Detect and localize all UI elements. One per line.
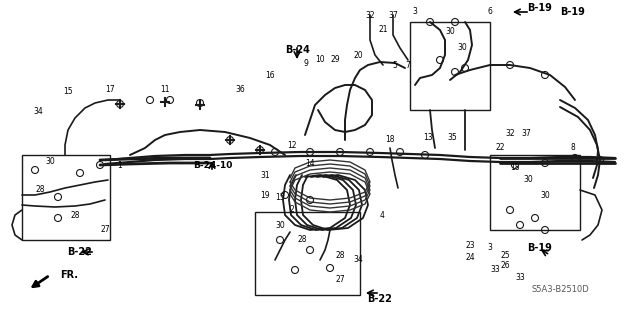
Text: 25: 25 (500, 250, 510, 259)
Text: 16: 16 (265, 70, 275, 79)
Text: 37: 37 (388, 11, 398, 19)
Bar (22, 155, 110, 240)
Text: 33: 33 (490, 265, 500, 275)
Text: B-22: B-22 (68, 247, 92, 257)
Text: 8: 8 (571, 144, 575, 152)
Text: 15: 15 (63, 87, 73, 97)
Text: 33: 33 (515, 273, 525, 283)
Text: 30: 30 (457, 43, 467, 53)
Text: B-19: B-19 (527, 3, 552, 13)
Text: 30: 30 (45, 158, 55, 167)
Text: 28: 28 (70, 211, 80, 219)
Text: 30: 30 (445, 27, 455, 36)
Text: 28: 28 (35, 186, 45, 195)
Text: 28: 28 (297, 235, 307, 244)
Text: 5: 5 (392, 61, 397, 70)
Text: 23: 23 (465, 241, 475, 249)
Bar (255, 212, 360, 295)
Text: 30: 30 (523, 175, 533, 184)
Text: 27: 27 (335, 276, 345, 285)
Text: B-19: B-19 (527, 243, 552, 253)
Text: B-19: B-19 (560, 7, 585, 17)
Text: 3: 3 (413, 8, 417, 17)
Text: 13: 13 (423, 133, 433, 143)
Text: 26: 26 (500, 261, 510, 270)
Text: 30: 30 (540, 190, 550, 199)
Text: 3: 3 (488, 243, 492, 253)
Text: 30: 30 (275, 220, 285, 229)
Text: 12: 12 (287, 140, 297, 150)
Bar (410, 22, 490, 110)
Bar (490, 155, 580, 230)
Text: 17: 17 (105, 85, 115, 94)
Text: 31: 31 (260, 170, 270, 180)
Text: S5A3-B2510D: S5A3-B2510D (531, 286, 589, 294)
Text: 11: 11 (160, 85, 170, 94)
Text: 9: 9 (303, 58, 308, 68)
Text: B-24: B-24 (285, 45, 310, 55)
Text: 1: 1 (118, 160, 122, 169)
Text: 27: 27 (100, 226, 110, 234)
Text: 22: 22 (495, 144, 505, 152)
Text: 6: 6 (488, 8, 492, 17)
Text: 19: 19 (260, 190, 270, 199)
Text: 32: 32 (505, 129, 515, 137)
Text: 10: 10 (315, 56, 325, 64)
Text: 4: 4 (380, 211, 385, 219)
Text: 34: 34 (33, 108, 43, 116)
Text: 15: 15 (275, 194, 285, 203)
Text: 24: 24 (465, 254, 475, 263)
Text: 18: 18 (385, 136, 395, 145)
Text: 36: 36 (235, 85, 245, 94)
Text: FR.: FR. (60, 270, 78, 280)
Text: 7: 7 (406, 61, 410, 70)
Text: 21: 21 (378, 26, 388, 34)
Text: 20: 20 (353, 50, 363, 60)
Text: 29: 29 (330, 56, 340, 64)
Text: 37: 37 (521, 129, 531, 137)
Text: 14: 14 (305, 159, 315, 167)
Text: 28: 28 (335, 250, 345, 259)
Text: B-22: B-22 (367, 294, 392, 304)
Text: 34: 34 (353, 256, 363, 264)
Text: 35: 35 (447, 133, 457, 143)
Text: 2: 2 (290, 205, 294, 214)
Text: 32: 32 (365, 11, 375, 19)
Text: 18: 18 (510, 164, 520, 173)
Text: B-24-10: B-24-10 (193, 160, 233, 169)
